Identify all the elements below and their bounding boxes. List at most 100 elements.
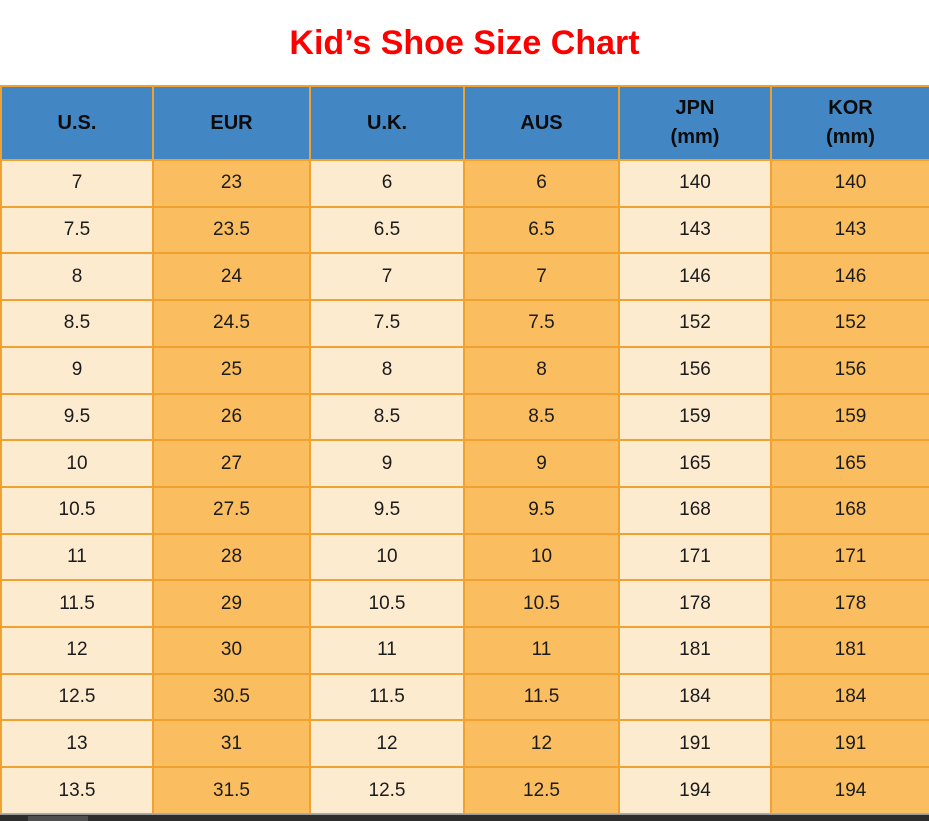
cell-jpn: 178 (618, 579, 772, 629)
cell-jpn: 191 (618, 719, 772, 769)
cell-us: 11.5 (0, 579, 154, 629)
column-header-unit: (mm) (826, 126, 875, 148)
table-header-row: U.S. EUR U.K. AUS JPN (mm) KOR (mm) (0, 85, 929, 161)
cell-eur: 31.5 (152, 766, 311, 815)
cell-aus: 11 (463, 626, 620, 675)
column-header-label: JPN (675, 97, 715, 119)
cell-kor: 184 (770, 672, 929, 722)
cell-aus: 11.5 (463, 672, 620, 722)
table-row: 7 23 6 6 140 140 (0, 159, 929, 208)
cell-kor: 191 (770, 719, 929, 769)
table-row: 12.5 30.5 11.5 11.5 184 184 (0, 672, 929, 722)
table-row: 13 31 12 12 191 191 (0, 719, 929, 769)
cell-aus: 7 (463, 252, 620, 302)
cell-aus: 10 (463, 532, 620, 582)
table-row: 8 24 7 7 146 146 (0, 252, 929, 302)
cell-aus: 9 (463, 439, 620, 488)
cell-kor: 181 (770, 626, 929, 675)
cell-jpn: 156 (618, 345, 772, 395)
cell-kor: 156 (770, 345, 929, 395)
table-row: 12 30 11 11 181 181 (0, 626, 929, 675)
cell-kor: 152 (770, 299, 929, 348)
cell-uk: 8.5 (309, 392, 465, 442)
cell-jpn: 168 (618, 485, 772, 535)
cell-us: 13 (0, 719, 154, 769)
table-row: 11 28 10 10 171 171 (0, 532, 929, 582)
cell-us: 12 (0, 626, 154, 675)
cell-eur: 23.5 (152, 205, 311, 255)
scrollbar-thumb[interactable] (28, 816, 88, 821)
table-row: 10.5 27.5 9.5 9.5 168 168 (0, 485, 929, 535)
cell-eur: 24 (152, 252, 311, 302)
cell-uk: 9 (309, 439, 465, 488)
column-header-label: U.S. (57, 111, 97, 134)
cell-eur: 30.5 (152, 672, 311, 722)
column-header-us: U.S. (0, 85, 154, 161)
cell-aus: 6 (463, 159, 620, 208)
cell-jpn: 184 (618, 672, 772, 722)
table-body: 7 23 6 6 140 140 7.5 23.5 6.5 6.5 143 143 8 24 7 7 146 14… (0, 159, 929, 815)
column-header-aus: AUS (463, 85, 620, 161)
cell-eur: 28 (152, 532, 311, 582)
cell-uk: 11 (309, 626, 465, 675)
cell-uk: 11.5 (309, 672, 465, 722)
cell-us: 7.5 (0, 205, 154, 255)
cell-kor: 143 (770, 205, 929, 255)
column-header-label: AUS (520, 111, 563, 134)
cell-uk: 12 (309, 719, 465, 769)
cell-uk: 12.5 (309, 766, 465, 815)
cell-us: 12.5 (0, 672, 154, 722)
cell-jpn: 143 (618, 205, 772, 255)
cell-uk: 10.5 (309, 579, 465, 629)
column-header-unit: (mm) (670, 126, 720, 148)
cell-uk: 8 (309, 345, 465, 395)
cell-us: 8.5 (0, 299, 154, 348)
cell-uk: 9.5 (309, 485, 465, 535)
cell-uk: 6 (309, 159, 465, 208)
cell-jpn: 159 (618, 392, 772, 442)
cell-aus: 6.5 (463, 205, 620, 255)
cell-aus: 12.5 (463, 766, 620, 815)
cell-eur: 26 (152, 392, 311, 442)
column-header-jpn: JPN (mm) (618, 85, 772, 161)
cell-jpn: 165 (618, 439, 772, 488)
cell-us: 11 (0, 532, 154, 582)
column-header-eur: EUR (152, 85, 311, 161)
cell-jpn: 146 (618, 252, 772, 302)
cell-us: 10.5 (0, 485, 154, 535)
cell-uk: 6.5 (309, 205, 465, 255)
cell-aus: 10.5 (463, 579, 620, 629)
cell-kor: 178 (770, 579, 929, 629)
cell-jpn: 171 (618, 532, 772, 582)
table-row: 9 25 8 8 156 156 (0, 345, 929, 395)
table-row: 9.5 26 8.5 8.5 159 159 (0, 392, 929, 442)
horizontal-scrollbar[interactable] (0, 814, 929, 821)
cell-kor: 194 (770, 766, 929, 815)
cell-kor: 171 (770, 532, 929, 582)
column-header-label: U.K. (367, 111, 407, 134)
cell-us: 13.5 (0, 766, 154, 815)
cell-aus: 8.5 (463, 392, 620, 442)
column-header-label: EUR (210, 111, 253, 134)
cell-us: 9.5 (0, 392, 154, 442)
cell-us: 10 (0, 439, 154, 488)
table-row: 11.5 29 10.5 10.5 178 178 (0, 579, 929, 629)
shoe-size-table: U.S. EUR U.K. AUS JPN (mm) KOR (mm) 7 23 6 6 140 140… (0, 85, 929, 815)
column-header-kor: KOR (mm) (770, 85, 929, 161)
cell-aus: 9.5 (463, 485, 620, 535)
cell-kor: 168 (770, 485, 929, 535)
table-row: 13.5 31.5 12.5 12.5 194 194 (0, 766, 929, 815)
cell-eur: 25 (152, 345, 311, 395)
table-row: 8.5 24.5 7.5 7.5 152 152 (0, 299, 929, 348)
column-header-label: KOR (828, 97, 873, 119)
cell-kor: 146 (770, 252, 929, 302)
cell-aus: 12 (463, 719, 620, 769)
cell-us: 8 (0, 252, 154, 302)
cell-eur: 30 (152, 626, 311, 675)
table-row: 7.5 23.5 6.5 6.5 143 143 (0, 205, 929, 255)
table-row: 10 27 9 9 165 165 (0, 439, 929, 488)
page-title: Kid’s Shoe Size Chart (289, 24, 640, 62)
cell-jpn: 194 (618, 766, 772, 815)
cell-aus: 7.5 (463, 299, 620, 348)
cell-eur: 23 (152, 159, 311, 208)
